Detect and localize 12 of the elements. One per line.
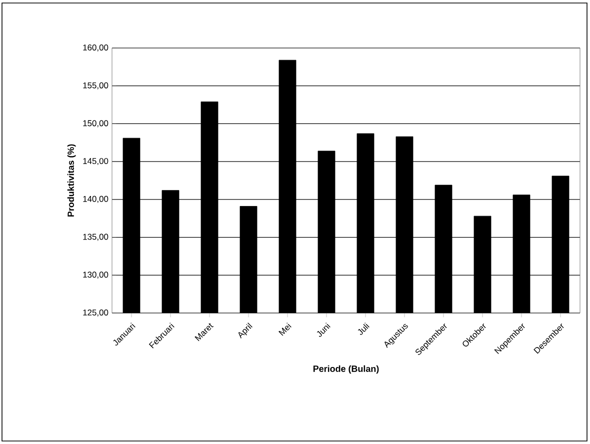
y-tick-label: 130,00 bbox=[83, 272, 108, 279]
x-tick-label: Mei bbox=[278, 322, 292, 336]
y-axis-title: Produktivitas (%) bbox=[67, 144, 76, 217]
x-axis-title: Periode (Bulan) bbox=[313, 365, 379, 374]
y-tick-label: 135,00 bbox=[83, 234, 108, 241]
y-tick-label: 125,00 bbox=[83, 310, 108, 316]
y-tick-label: 155,00 bbox=[83, 82, 108, 90]
y-tick-label: 160,00 bbox=[83, 44, 108, 52]
y-tick-label: 145,00 bbox=[83, 158, 108, 166]
y-tick-label: 140,00 bbox=[83, 196, 108, 203]
x-tick-label: Juli bbox=[358, 322, 370, 335]
y-tick-label: 150,00 bbox=[83, 120, 108, 128]
